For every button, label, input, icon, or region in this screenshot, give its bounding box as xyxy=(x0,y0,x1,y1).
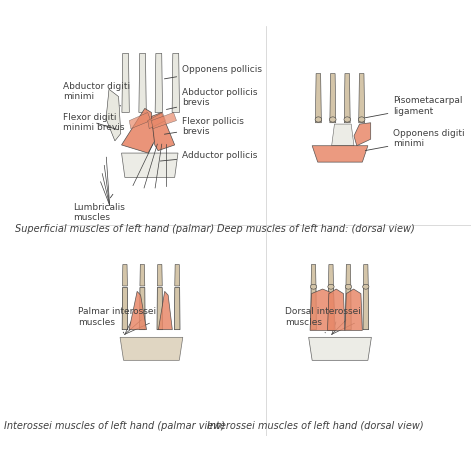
Polygon shape xyxy=(172,54,180,112)
Polygon shape xyxy=(346,287,351,330)
Text: Interossei muscles of left hand (dorsal view): Interossei muscles of left hand (dorsal … xyxy=(207,421,424,431)
Polygon shape xyxy=(310,289,335,330)
Ellipse shape xyxy=(344,117,350,122)
Polygon shape xyxy=(151,112,176,129)
Text: Dorsal interossei
muscles: Dorsal interossei muscles xyxy=(285,307,361,333)
Text: Interossei muscles of left hand (palmar view): Interossei muscles of left hand (palmar … xyxy=(4,421,225,431)
Polygon shape xyxy=(139,287,145,330)
Text: Flexor digiti
minimi brevis: Flexor digiti minimi brevis xyxy=(63,113,125,132)
Polygon shape xyxy=(151,112,175,151)
Text: Flexor pollicis
brevis: Flexor pollicis brevis xyxy=(164,117,244,136)
Polygon shape xyxy=(346,265,351,286)
Ellipse shape xyxy=(328,284,334,289)
Text: Pisometacarpal
ligament: Pisometacarpal ligament xyxy=(365,96,463,118)
Polygon shape xyxy=(175,265,180,286)
Polygon shape xyxy=(122,287,128,330)
Polygon shape xyxy=(311,287,316,330)
Ellipse shape xyxy=(329,117,336,122)
Polygon shape xyxy=(309,337,372,360)
Polygon shape xyxy=(106,89,121,141)
Text: Deep muscles of left hand: (dorsal view): Deep muscles of left hand: (dorsal view) xyxy=(217,224,414,234)
Polygon shape xyxy=(174,287,180,330)
Polygon shape xyxy=(140,265,145,286)
Polygon shape xyxy=(311,265,316,286)
Polygon shape xyxy=(364,265,368,286)
Text: Abductor pollicis
brevis: Abductor pollicis brevis xyxy=(166,88,258,109)
Polygon shape xyxy=(328,265,333,286)
Ellipse shape xyxy=(345,284,352,289)
Polygon shape xyxy=(328,289,345,330)
Polygon shape xyxy=(359,73,365,123)
Text: Superficial muscles of left hand (palmar): Superficial muscles of left hand (palmar… xyxy=(15,224,214,234)
Text: Opponens digiti
minimi: Opponens digiti minimi xyxy=(365,129,465,151)
Polygon shape xyxy=(120,337,183,360)
Ellipse shape xyxy=(358,117,365,122)
Polygon shape xyxy=(121,153,178,177)
Polygon shape xyxy=(330,73,336,123)
Polygon shape xyxy=(363,287,369,330)
Text: Adductor pollicis: Adductor pollicis xyxy=(160,151,257,161)
Text: Palmar interossei
muscles: Palmar interossei muscles xyxy=(78,307,156,333)
Ellipse shape xyxy=(363,284,369,289)
Polygon shape xyxy=(315,73,321,123)
Polygon shape xyxy=(354,123,371,146)
Polygon shape xyxy=(345,289,362,330)
Polygon shape xyxy=(129,112,151,129)
Ellipse shape xyxy=(310,284,317,289)
Polygon shape xyxy=(139,54,146,112)
Polygon shape xyxy=(328,287,334,330)
Polygon shape xyxy=(121,109,155,153)
Polygon shape xyxy=(155,54,163,112)
Polygon shape xyxy=(157,265,162,286)
Polygon shape xyxy=(344,73,350,123)
Polygon shape xyxy=(122,54,129,112)
Text: Abductor digiti
minimi: Abductor digiti minimi xyxy=(63,82,130,106)
Ellipse shape xyxy=(315,117,322,122)
Polygon shape xyxy=(158,292,173,330)
Text: Lumbricalis
muscles: Lumbricalis muscles xyxy=(73,195,126,222)
Polygon shape xyxy=(122,265,128,286)
Text: Opponens pollicis: Opponens pollicis xyxy=(164,65,262,79)
Polygon shape xyxy=(332,124,354,146)
Polygon shape xyxy=(148,112,165,129)
Polygon shape xyxy=(312,146,368,162)
Polygon shape xyxy=(129,292,146,330)
Polygon shape xyxy=(157,287,163,330)
